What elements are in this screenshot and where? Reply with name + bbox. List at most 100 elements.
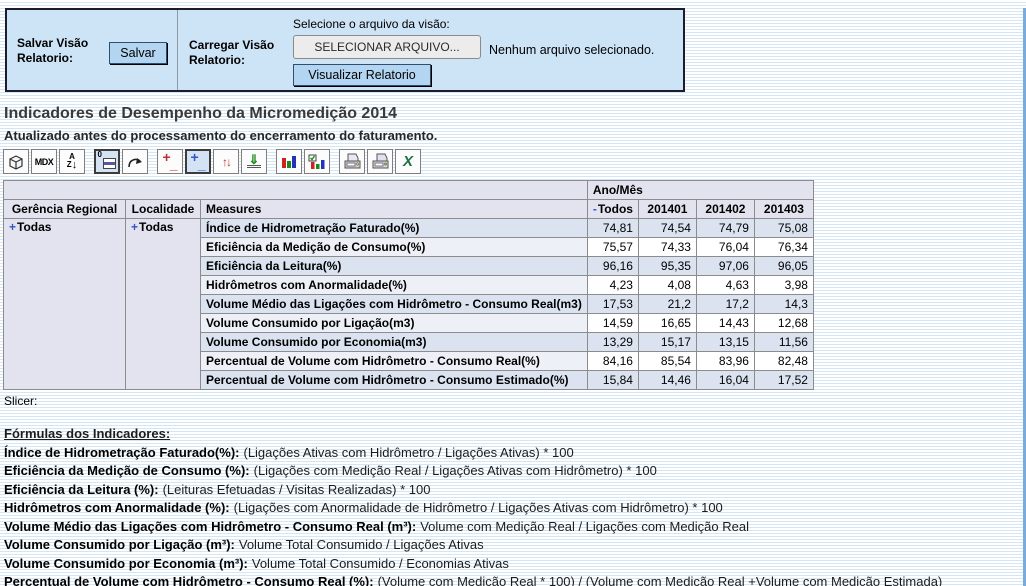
value-cell: 75,57 [586,237,639,257]
view-report-button[interactable]: Visualizar Relatorio [293,64,431,86]
value-cell: 14,46 [637,370,697,390]
expand-icon[interactable]: + [131,220,139,234]
value-cell: 82,48 [753,351,814,371]
table-row: Percentual de Volume com Hidrômetro - Co… [4,370,814,390]
drill-through-button[interactable]: ⇓ [241,149,267,174]
toolbar-group-drill: + _ + _ ↑↓ ⇓ [157,149,267,174]
cube-icon [9,154,23,170]
save-button[interactable]: Salvar [109,42,167,64]
sort-order-button[interactable]: A Z↓ [59,149,85,174]
measure-cell: Percentual de Volume com Hidrômetro - Co… [200,351,588,371]
parent-members-grid-icon: 0 [98,150,116,169]
formula-line: Volume Consumido por Economia (m³): Volum… [4,555,509,571]
value-cell: 97,06 [695,256,755,276]
value-cell: 76,04 [695,237,755,257]
table-row: +Todas +Todas Índice de Hidrometração Fa… [3,218,814,390]
measure-cell: Volume Consumido por Ligação(m3) [200,313,588,333]
column-header-201403: 201403 [753,199,814,219]
formula-line: Volume Consumido por Ligação (m³): Volume… [4,537,484,552]
table-row: Eficiência da Leitura(%) 96,16 95,35 97,… [4,256,814,276]
slicer-label: Slicer: [4,394,38,408]
table-row: Eficiência da Medição de Consumo(%) 75,5… [4,237,814,257]
measure-cell: Eficiência da Medição de Consumo(%) [200,237,588,257]
value-cell: 13,15 [695,332,755,352]
axis-header-cell: Ano/Mês [586,180,814,200]
show-parent-members-button[interactable]: 0 [94,149,120,174]
measure-cell: Volume Médio das Ligações com Hidrômetro… [200,294,588,314]
drill-replace-button[interactable]: ↑↓ [213,149,239,174]
excel-icon: X [402,153,413,170]
collapse-icon[interactable]: - [592,202,597,216]
value-cell: 16,65 [637,313,697,333]
olap-navigator-button[interactable] [3,149,29,174]
chart-config-button[interactable] [304,149,330,174]
report-view-panel: Salvar Visão Relatorio: Salvar Carregar … [5,8,685,92]
page-subtitle: Atualizado antes do processamento do enc… [4,128,438,143]
value-cell: 84,16 [586,351,639,371]
value-cell: 13,29 [586,332,639,352]
print-pdf-button[interactable] [367,149,393,174]
value-cell: 3,98 [753,275,814,295]
measure-cell: Volume Consumido por Economia(m3) [200,332,588,352]
page-right-border [1023,8,1026,586]
drill-position-button[interactable]: + _ [185,149,211,174]
value-cell: 4,63 [695,275,755,295]
value-cell: 74,81 [586,218,639,238]
formulas-section: Fórmulas dos Indicadores: Índice de Hidr… [4,425,1026,586]
value-cell: 74,33 [637,237,697,257]
value-cell: 74,79 [695,218,755,238]
toolbar-group-export: X [339,149,421,174]
no-file-selected-text: Nenhum arquivo selecionado. [489,43,655,57]
formula-line: Eficiência da Leitura (%): (Leituras Efet… [4,481,431,497]
swap-axes-arrow-icon [128,157,142,167]
measure-cell: Índice de Hidrometração Faturado(%) [200,218,588,238]
toolbar-group-chart [276,149,330,174]
value-cell: 21,2 [637,294,697,314]
drill-member-icon: + _ [162,149,178,172]
value-cell: 96,16 [586,256,639,276]
localidade-cell: +Todas [125,218,201,390]
formula-line: Índice de Hidrometração Faturado(%): (Lig… [4,444,574,460]
expand-icon[interactable]: + [9,220,17,234]
value-cell: 14,59 [586,313,639,333]
formula-line: Hidrômetros com Anormalidade (%): (Ligaçõ… [4,500,723,515]
gerencia-regional-cell: +Todas [3,218,126,390]
value-cell: 16,04 [695,370,755,390]
table-row: Volume Médio das Ligações com Hidrômetro… [4,294,814,314]
formulas-heading: Fórmulas dos Indicadores: [4,426,171,441]
select-file-button[interactable]: SELECIONAR ARQUIVO... [293,35,481,59]
pivot-toolbar: MDX A Z↓ 0 + _ + _ ↑↓ ⇓ [3,149,1026,174]
print-config-button[interactable] [339,149,365,174]
mdx-editor-button[interactable]: MDX [31,149,57,174]
panel-divider [177,10,178,90]
chart-config-icon [308,154,325,169]
table-row: Percentual de Volume com Hidrômetro - Co… [4,351,814,371]
save-view-label: Salvar Visão Relatorio: [17,36,89,65]
mdx-icon: MDX [34,156,54,167]
value-cell: 17,2 [695,294,755,314]
value-cell: 95,35 [637,256,697,276]
drill-through-icon: ⇓ [247,152,261,168]
column-header-localidade: Localidade [125,199,201,219]
export-excel-button[interactable]: X [395,149,421,174]
show-chart-button[interactable] [276,149,302,174]
measure-cell: Eficiência da Leitura(%) [200,256,588,276]
drill-member-button[interactable]: + _ [157,149,183,174]
print-setup-icon [344,153,360,169]
bar-chart-icon [282,155,296,168]
value-cell: 17,52 [753,370,814,390]
formula-line: Eficiência da Medição de Consumo (%): (Li… [4,463,657,478]
value-cell: 12,68 [753,313,814,333]
value-cell: 75,08 [753,218,814,238]
value-cell: 4,08 [637,275,697,295]
axis-header-row: Ano/Mês [3,180,814,200]
column-header-gerencia: Gerência Regional [3,199,126,219]
up-down-arrows-icon: ↑↓ [222,154,232,169]
value-cell: 83,96 [695,351,755,371]
value-cell: 17,53 [586,294,639,314]
swap-axes-button[interactable] [122,149,148,174]
value-cell: 74,54 [637,218,697,238]
corner-cell [3,180,588,200]
measure-cell: Hidrômetros com Anormalidade(%) [200,275,588,295]
value-cell: 96,05 [753,256,814,276]
